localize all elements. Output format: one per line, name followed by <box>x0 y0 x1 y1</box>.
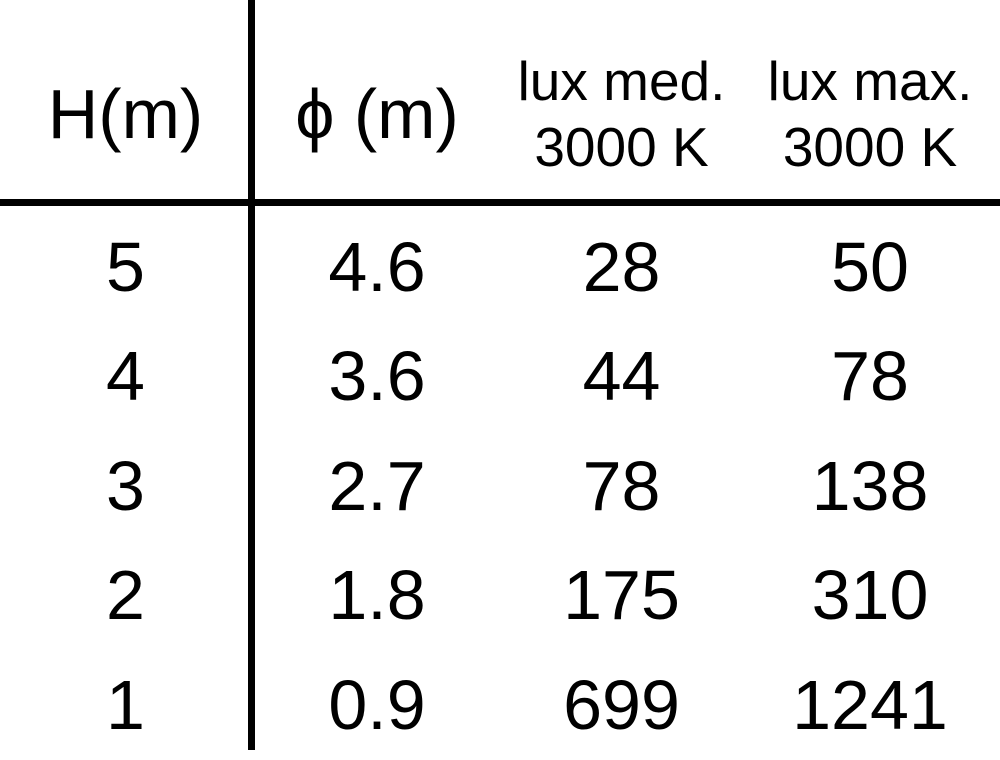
table-row: 1 0.9 699 1241 <box>0 650 1000 760</box>
column-header-label: ϕ (m) <box>295 75 459 153</box>
cell-lux-med: 699 <box>563 665 680 744</box>
cell-lux-max: 50 <box>831 227 909 306</box>
horizontal-rule <box>0 199 1000 206</box>
cell-lux-med: 44 <box>582 337 661 416</box>
column-header-diameter: ϕ (m) <box>251 0 503 199</box>
cell-lux-max: 138 <box>811 446 929 525</box>
cell-lux-max: 1241 <box>792 665 948 744</box>
cell-diameter: 4.6 <box>328 227 426 306</box>
column-header-sublabel: 3000 K <box>782 116 958 178</box>
cell-diameter: 0.9 <box>328 665 426 744</box>
cell-lux-med: 28 <box>582 227 661 306</box>
cell-lux-med: 78 <box>582 446 661 525</box>
column-header-sublabel: 3000 K <box>534 116 709 178</box>
column-header-label: H(m) <box>47 75 204 153</box>
column-header-height: H(m) <box>0 0 251 199</box>
table-header-row: H(m) ϕ (m) lux med. 3000 K lux max. 3000… <box>0 0 1000 199</box>
cell-lux-max: 78 <box>831 337 909 416</box>
column-header-label: lux max. <box>767 50 973 112</box>
cell-lux-med: 175 <box>563 556 680 635</box>
cell-diameter: 3.6 <box>328 337 426 416</box>
column-header-lux-med: lux med. 3000 K <box>503 0 740 199</box>
table-body: 5 4.6 28 50 4 3.6 44 78 3 2.7 78 138 2 1… <box>0 212 1000 750</box>
table-row: 3 2.7 78 138 <box>0 431 1000 541</box>
cell-height: 5 <box>106 227 145 306</box>
cell-height: 1 <box>106 665 145 744</box>
table-row: 4 3.6 44 78 <box>0 322 1000 432</box>
cell-diameter: 1.8 <box>328 556 426 635</box>
cell-height: 2 <box>106 556 145 635</box>
column-header-lux-max: lux max. 3000 K <box>740 0 1000 199</box>
cell-diameter: 2.7 <box>328 446 426 525</box>
table-row: 5 4.6 28 50 <box>0 212 1000 322</box>
cell-height: 4 <box>106 337 145 416</box>
table-row: 2 1.8 175 310 <box>0 541 1000 651</box>
column-header-label: lux med. <box>517 50 726 112</box>
cell-height: 3 <box>106 446 145 525</box>
vertical-rule <box>248 0 255 750</box>
cell-lux-max: 310 <box>811 556 929 635</box>
